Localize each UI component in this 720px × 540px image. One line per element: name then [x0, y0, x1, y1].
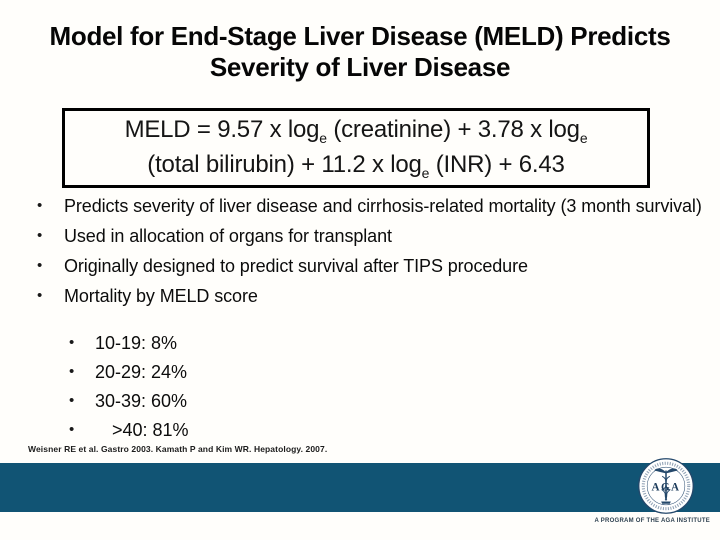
aga-institute-caption: A PROGRAM OF THE AGA INSTITUTE	[594, 518, 710, 524]
seal-microtext-ring	[641, 461, 691, 511]
formula-line-2: (total bilirubin) + 11.2 x loge (INR) + …	[65, 147, 647, 182]
bullet-item: • Used in allocation of organs for trans…	[30, 223, 702, 249]
formula-segment: MELD = 9.57 x log	[124, 116, 320, 143]
sub-bullet-item: • 20-29: 24%	[69, 358, 469, 386]
page-title: Model for End-Stage Liver Disease (MELD)…	[0, 21, 720, 83]
formula-line-1: MELD = 9.57 x loge (creatinine) + 3.78 x…	[65, 112, 647, 147]
bullet-text: Predicts severity of liver disease and c…	[64, 196, 702, 216]
bullet-icon: •	[69, 421, 75, 438]
bullet-icon: •	[37, 257, 43, 274]
formula-subscript: e	[421, 164, 430, 181]
bullet-item: • Originally designed to predict surviva…	[30, 253, 702, 279]
sub-bullet-item: • 30-39: 60%	[69, 387, 469, 415]
bullet-item: • Predicts severity of liver disease and…	[30, 193, 702, 219]
bullet-list: • Predicts severity of liver disease and…	[30, 193, 702, 313]
citation-text: Weisner RE et al. Gastro 2003. Kamath P …	[28, 444, 328, 454]
sub-bullet-text: >40: 81%	[112, 420, 189, 440]
sub-bullet-list: • 10-19: 8% • 20-29: 24% • 30-39: 60% • …	[69, 329, 469, 445]
formula-segment: (creatinine) + 3.78 x log	[326, 116, 580, 143]
sub-bullet-text: 10-19: 8%	[95, 333, 178, 353]
formula-subscript: e	[319, 129, 327, 146]
footer-band	[0, 463, 720, 512]
caduceus-wings	[654, 468, 678, 474]
formula-segment: (total bilirubin) + 11.2 x log	[147, 151, 422, 178]
bullet-icon: •	[69, 363, 75, 380]
sub-bullet-text: 30-39: 60%	[95, 391, 188, 411]
seal-bottom-banner	[661, 501, 671, 504]
bullet-icon: •	[69, 334, 75, 351]
bullet-icon: •	[37, 197, 43, 214]
bullet-text: Used in allocation of organs for transpl…	[64, 226, 392, 246]
caduceus-serpents	[661, 475, 671, 500]
formula-segment: (INR) + 6.43	[429, 151, 565, 178]
aga-institute-seal-logo: AGA	[638, 458, 694, 514]
seal-letters: AGA	[651, 481, 680, 493]
bullet-icon: •	[37, 287, 43, 304]
title-line-2: Severity of Liver Disease	[209, 52, 511, 82]
sub-bullet-text: 20-29: 24%	[95, 362, 188, 382]
bullet-icon: •	[69, 392, 75, 409]
bullet-icon: •	[37, 227, 43, 244]
bullet-text: Originally designed to predict survival …	[64, 256, 528, 276]
sub-bullet-item: • >40: 81%	[69, 416, 469, 444]
title-line-1: Model for End-Stage Liver Disease (MELD)…	[49, 21, 671, 51]
caduceus-serpents	[661, 475, 671, 500]
meld-formula-box: MELD = 9.57 x loge (creatinine) + 3.78 x…	[62, 108, 650, 188]
bullet-item: • Mortality by MELD score	[30, 283, 702, 309]
formula-subscript: e	[579, 129, 588, 146]
sub-bullet-item: • 10-19: 8%	[69, 329, 469, 357]
bullet-text: Mortality by MELD score	[64, 286, 258, 306]
